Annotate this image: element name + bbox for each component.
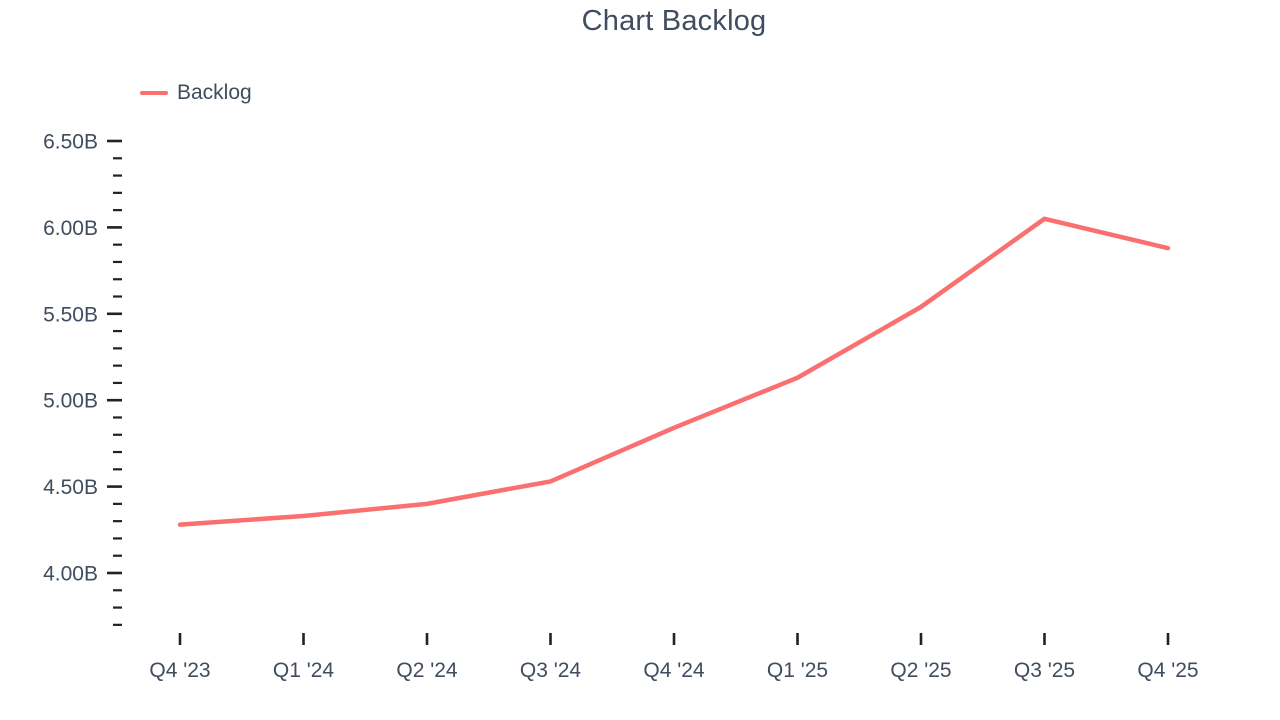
- y-axis-label: 6.50B: [43, 131, 98, 154]
- x-axis-label: Q3 '25: [1014, 659, 1075, 682]
- y-axis-label: 4.00B: [43, 563, 98, 586]
- chart-title: Chart Backlog: [581, 5, 767, 37]
- x-axis-label: Q2 '24: [396, 659, 458, 682]
- y-axis-label: 4.50B: [43, 476, 98, 499]
- y-axis-label: 6.00B: [43, 217, 98, 240]
- y-axis-label: 5.00B: [43, 390, 98, 413]
- legend-item-backlog[interactable]: Backlog: [140, 81, 252, 105]
- x-axis-label: Q2 '25: [890, 659, 951, 682]
- x-axis-label: Q1 '24: [273, 659, 335, 682]
- x-axis-label: Q3 '24: [520, 659, 582, 682]
- x-axis-label: Q1 '25: [767, 659, 828, 682]
- legend-swatch-backlog: [140, 90, 168, 95]
- x-axis-label: Q4 '23: [149, 659, 210, 682]
- y-axis-label: 5.50B: [43, 303, 98, 326]
- x-axis-label: Q4 '25: [1137, 659, 1198, 682]
- x-axis-label: Q4 '24: [643, 659, 705, 682]
- series-line-backlog[interactable]: [177, 216, 1171, 527]
- legend-label-backlog: Backlog: [177, 80, 252, 104]
- legend: Backlog: [140, 80, 252, 105]
